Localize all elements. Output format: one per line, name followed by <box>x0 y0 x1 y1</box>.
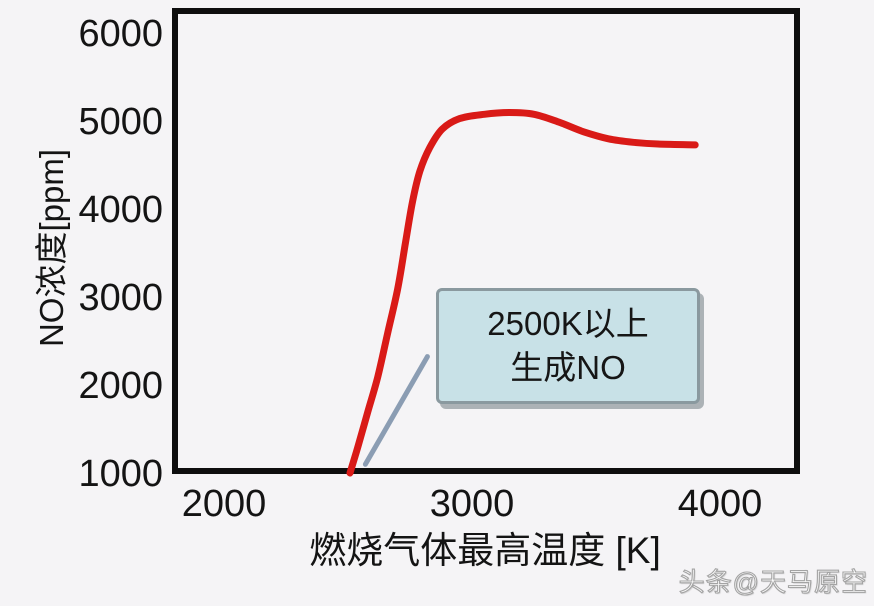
annotation-line-1: 2500K以上 <box>487 305 649 342</box>
y-tick-4000: 4000 <box>78 189 163 231</box>
x-axis-title: 燃烧气体最高温度 [K] <box>309 530 661 571</box>
annotation-box: 2500K以上 生成NO <box>436 288 700 404</box>
x-tick-2000: 2000 <box>181 483 267 525</box>
y-tick-5000: 5000 <box>78 101 163 143</box>
x-tick-4000: 4000 <box>677 483 763 525</box>
y-tick-6000: 6000 <box>78 13 163 55</box>
annotation-line-2: 生成NO <box>510 349 626 386</box>
y-tick-1000: 1000 <box>78 453 163 495</box>
watermark: 头条@天马原空 <box>678 566 868 597</box>
y-tick-2000: 2000 <box>78 365 163 407</box>
y-tick-3000: 3000 <box>78 277 163 319</box>
x-tick-3000: 3000 <box>429 483 515 525</box>
y-axis-title: NO浓度[ppm] <box>33 148 70 348</box>
plot-frame <box>172 8 800 474</box>
